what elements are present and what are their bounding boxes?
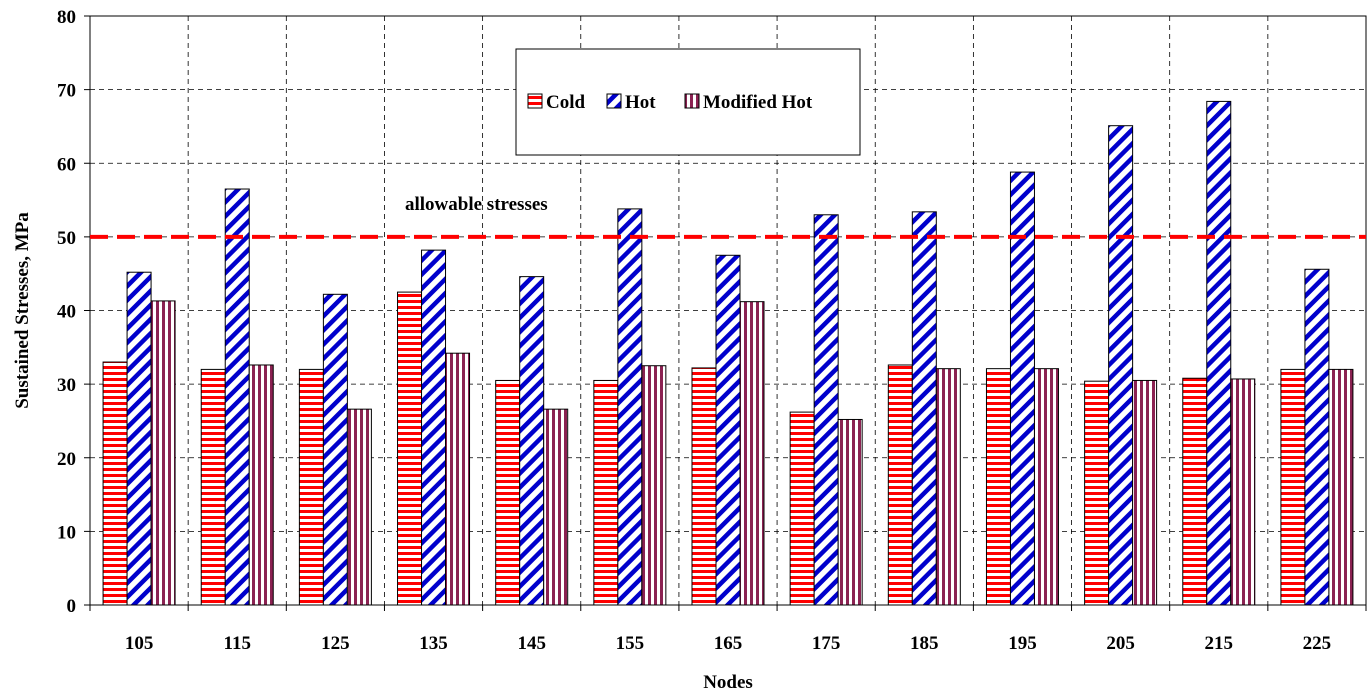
- bar-cold: [298, 368, 324, 606]
- bar-cold: [887, 364, 913, 606]
- bar-hot: [715, 254, 741, 606]
- bar-hot: [421, 249, 447, 606]
- bar-cold: [1280, 368, 1306, 606]
- y-tick-label: 80: [57, 7, 76, 28]
- bar-cold: [1182, 377, 1208, 606]
- legend-swatch-cold: [527, 93, 543, 109]
- bar-cold: [985, 368, 1011, 606]
- bar-modified-hot: [935, 368, 961, 606]
- y-tick-label: 60: [57, 154, 76, 175]
- y-axis-label: Sustained Stresses, MPa: [12, 212, 33, 409]
- bar-hot: [911, 211, 937, 606]
- x-tick-label: 205: [1106, 633, 1135, 654]
- bar-hot: [224, 188, 250, 606]
- bar-hot: [1108, 125, 1134, 606]
- x-tick-label: 145: [517, 633, 546, 654]
- y-tick-label: 70: [57, 81, 76, 102]
- legend-label-hot: Hot: [625, 92, 656, 113]
- x-tick-label: 175: [812, 633, 841, 654]
- x-tick-label: 225: [1303, 633, 1332, 654]
- bar-cold: [495, 379, 521, 606]
- bar-cold: [593, 379, 619, 606]
- x-tick-label: 115: [224, 633, 251, 654]
- bar-hot: [322, 293, 348, 606]
- legend-swatch-hot: [606, 93, 622, 109]
- bar-hot: [617, 208, 643, 606]
- x-axis-label: Nodes: [703, 672, 753, 693]
- y-tick-label: 10: [57, 522, 76, 543]
- bar-modified-hot: [1132, 379, 1158, 606]
- legend-swatch-modified-hot: [684, 93, 700, 109]
- y-tick-label: 50: [57, 228, 76, 249]
- x-tick-label: 165: [714, 633, 743, 654]
- x-tick-label: 105: [125, 633, 154, 654]
- bar-hot: [1206, 100, 1232, 606]
- bar-cold: [397, 291, 423, 606]
- bar-hot: [519, 276, 545, 606]
- bar-cold: [102, 361, 128, 606]
- bar-modified-hot: [641, 365, 667, 606]
- y-tick-label: 30: [57, 375, 76, 396]
- bar-cold: [200, 368, 226, 606]
- x-tick-label: 185: [910, 633, 939, 654]
- bar-modified-hot: [543, 408, 569, 606]
- x-tick-label: 135: [419, 633, 448, 654]
- legend-label-modified-hot: Modified Hot: [703, 92, 813, 113]
- bar-hot: [813, 214, 839, 606]
- x-tick-label: 125: [321, 633, 350, 654]
- x-tick-label: 155: [616, 633, 645, 654]
- bar-modified-hot: [150, 300, 176, 606]
- y-tick-label: 40: [57, 302, 76, 323]
- bar-cold: [691, 367, 717, 606]
- bar-modified-hot: [739, 301, 765, 606]
- y-tick-label: 0: [67, 596, 77, 617]
- x-tick-label: 215: [1205, 633, 1234, 654]
- bar-modified-hot: [1230, 378, 1256, 606]
- bar-modified-hot: [445, 352, 471, 606]
- bar-modified-hot: [248, 364, 274, 606]
- legend-label-cold: Cold: [546, 92, 586, 113]
- allowable-stress-label: allowable stresses: [405, 194, 548, 215]
- bar-hot: [126, 271, 152, 606]
- bar-cold: [1084, 380, 1110, 606]
- y-tick-label: 20: [57, 449, 76, 470]
- bar-modified-hot: [346, 408, 372, 606]
- x-tick-label: 195: [1008, 633, 1037, 654]
- bar-modified-hot: [1328, 368, 1354, 606]
- bar-modified-hot: [1033, 368, 1059, 606]
- bar-hot: [1009, 171, 1035, 606]
- bar-hot: [1304, 268, 1330, 606]
- bar-modified-hot: [837, 418, 863, 606]
- bar-cold: [789, 411, 815, 606]
